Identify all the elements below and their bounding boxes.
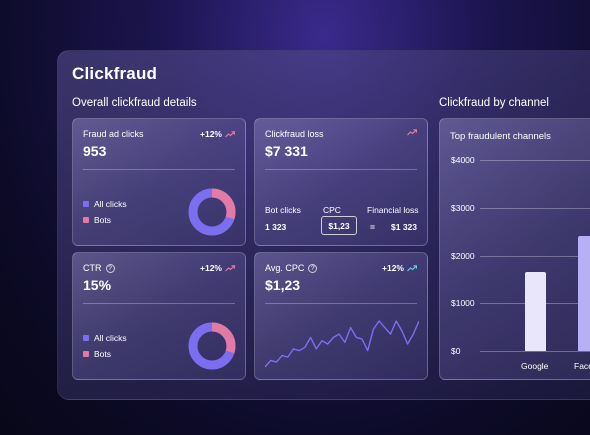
legend-bots: Bots [83,349,111,359]
avg-cpc-trend: +12% [382,263,417,273]
cpc-label: CPC [323,205,341,215]
card-divider [265,303,417,304]
avg-cpc-card[interactable]: Avg. CPC? +12% $1,23 [254,252,428,380]
ctr-label: CTR? [83,263,115,273]
bots-swatch [83,217,89,223]
channels-section-title: Clickfraud by channel [439,97,549,109]
card-divider [83,303,235,304]
trend-up-icon [225,264,235,271]
fraud-clicks-donut [188,188,236,236]
card-divider [265,169,417,170]
equals-sign: = [370,222,375,232]
clickfraud-loss-card[interactable]: Clickfraud loss $7 331 Bot clicks 1 323 … [254,118,428,246]
help-icon[interactable]: ? [308,263,318,273]
app-title: Clickfraud [72,64,158,83]
overview-section-title: Overall clickfraud details [72,97,197,109]
bots-swatch [83,351,89,357]
trend-up-icon [407,264,417,271]
fraud-clicks-value: 953 [83,143,107,159]
bot-clicks-value: 1 323 [265,222,287,232]
chart-title: Top fraudulent channels [450,131,551,142]
help-icon[interactable]: ? [105,263,115,273]
avg-cpc-sparkline [265,320,419,368]
x-tick-label: Faceb [574,361,590,371]
cpc-value-box[interactable]: $1,23 [321,216,357,235]
fraud-clicks-trend: +12% [200,129,235,139]
legend-all-clicks: All clicks [83,199,127,209]
bar-google[interactable] [524,272,546,351]
financial-loss-label: Financial loss [367,205,419,215]
financial-loss-value: $1 323 [391,222,417,232]
gridline [480,351,590,352]
legend-all-clicks: All clicks [83,333,127,343]
all-clicks-swatch [83,335,89,341]
bot-clicks-label: Bot clicks [265,205,301,215]
trend-up-icon [225,130,235,137]
legend-bots: Bots [83,215,111,225]
y-tick-label: $1000 [451,298,475,309]
y-tick-label: $4000 [451,155,475,165]
ctr-value: 15% [83,277,112,293]
y-tick-label: $2000 [451,250,475,261]
gridline [480,160,590,161]
loss-trend [407,129,417,136]
sparkline-path [265,320,419,368]
bar-facebook[interactable] [577,236,590,351]
loss-label: Clickfraud loss [265,129,324,139]
x-tick-label: Google [521,361,549,371]
bar-chart: $0 $1000 $2000 $3000 $4000 Google Faceb [440,119,590,381]
all-clicks-swatch [83,201,89,207]
gridline [480,255,590,257]
avg-cpc-value: $1,23 [265,277,301,293]
top-channels-card[interactable]: Top fraudulent channels $0 $1000 $2000 $300… [439,118,590,380]
card-divider [83,169,235,170]
ctr-card[interactable]: CTR? +12% 15% All clicks Bots [72,252,246,380]
donut-bots-arc [188,188,236,236]
ctr-donut [188,322,236,370]
avg-cpc-label: Avg. CPC? [265,263,318,273]
y-tick-label: $3000 [451,202,475,213]
donut-bots-arc [188,322,236,370]
gridline [480,207,590,209]
y-tick-label: $0 [451,346,461,356]
ctr-trend: +12% [200,263,235,273]
fraud-clicks-card[interactable]: Fraud ad clicks +12% 953 All clicks Bots [72,118,246,246]
fraud-clicks-label: Fraud ad clicks [83,129,144,139]
loss-value: $7 331 [265,143,308,159]
trend-up-icon [407,129,417,136]
